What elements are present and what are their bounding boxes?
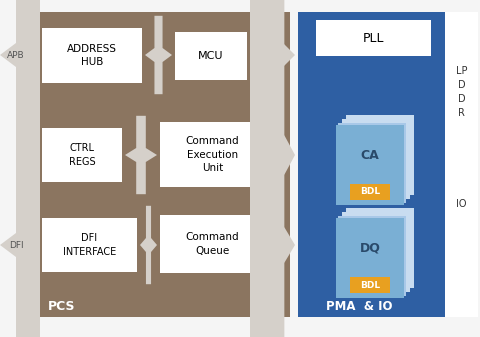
Text: PMA  & IO: PMA & IO [326,301,393,313]
Text: MCU: MCU [198,51,224,61]
Bar [42,28,142,83]
Bar [336,218,404,298]
Bar [336,125,404,205]
Text: PCS: PCS [48,301,75,313]
Bar [342,119,410,199]
Polygon shape [268,0,295,337]
Bar [42,128,122,182]
Text: CA: CA [360,149,379,162]
Text: Command
Execution
Unit: Command Execution Unit [186,136,240,173]
Bar [298,12,446,317]
Bar [445,12,478,317]
Text: CTRL
REGS: CTRL REGS [69,144,96,166]
Bar [349,277,390,293]
Bar [42,218,137,272]
Text: APB: APB [7,51,25,60]
Bar [342,212,410,292]
Text: IO: IO [456,199,467,209]
Text: BDL: BDL [360,187,380,196]
Polygon shape [125,116,157,194]
Text: BDL: BDL [360,280,380,289]
Bar [346,115,414,195]
Bar [346,208,414,288]
Text: ADDRESS
HUB: ADDRESS HUB [67,44,117,67]
Polygon shape [268,0,295,337]
Text: PLL: PLL [363,31,384,44]
Bar [338,123,406,203]
Bar [349,184,390,200]
Polygon shape [145,16,172,94]
Bar [175,32,247,80]
Bar [338,216,406,296]
Text: DFI: DFI [9,241,24,249]
Polygon shape [0,0,40,199]
Text: DQ: DQ [360,242,381,255]
Text: LP
D
D
R: LP D D R [456,66,467,118]
Text: DFI
INTERFACE: DFI INTERFACE [63,234,116,256]
Bar [316,20,431,56]
Polygon shape [140,206,157,284]
Bar [160,215,265,273]
Polygon shape [0,101,40,337]
Text: Command
Queue: Command Queue [186,233,240,255]
Bar [20,12,290,317]
Polygon shape [250,0,295,337]
Bar [160,122,265,187]
